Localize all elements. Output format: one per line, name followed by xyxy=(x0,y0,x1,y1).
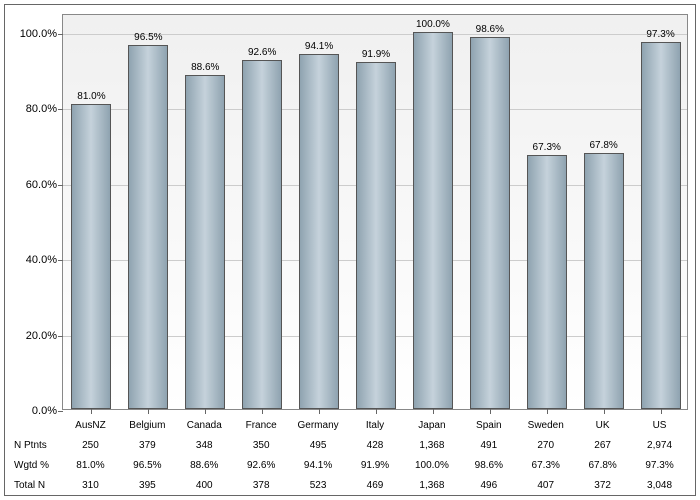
category-label: Spain xyxy=(476,420,502,431)
table-cell: 67.3% xyxy=(532,460,560,471)
table-cell: 92.6% xyxy=(247,460,275,471)
table-cell: 88.6% xyxy=(190,460,218,471)
bar: 92.6% xyxy=(242,60,282,409)
x-tick-mark xyxy=(319,409,320,414)
x-tick-mark xyxy=(490,409,491,414)
table-cell: 523 xyxy=(310,480,327,491)
bar-value-label: 92.6% xyxy=(248,47,276,61)
table-cell: 3,048 xyxy=(647,480,672,491)
y-tick-label: 100.0% xyxy=(20,28,63,40)
table-cell: 97.3% xyxy=(645,460,673,471)
bar: 98.6% xyxy=(470,37,510,409)
table-cell: 350 xyxy=(253,440,270,451)
table-cell: 469 xyxy=(367,480,384,491)
bar-value-label: 91.9% xyxy=(362,49,390,63)
table-cell: 400 xyxy=(196,480,213,491)
y-tick-mark xyxy=(58,185,63,186)
bar: 96.5% xyxy=(128,45,168,409)
table-cell: 270 xyxy=(537,440,554,451)
y-tick-mark xyxy=(58,260,63,261)
y-tick-mark xyxy=(58,34,63,35)
bar: 67.3% xyxy=(527,155,567,409)
bar-value-label: 100.0% xyxy=(416,19,450,33)
table-cell: 428 xyxy=(367,440,384,451)
table-cell: 81.0% xyxy=(76,460,104,471)
table-cell: 100.0% xyxy=(415,460,449,471)
bar: 94.1% xyxy=(299,54,339,409)
x-tick-mark xyxy=(604,409,605,414)
table-cell: 407 xyxy=(537,480,554,491)
bar-value-label: 88.6% xyxy=(191,62,219,76)
bar-value-label: 67.8% xyxy=(589,140,617,154)
y-tick-mark xyxy=(58,336,63,337)
category-label: Sweden xyxy=(528,420,564,431)
bar-value-label: 94.1% xyxy=(305,41,333,55)
table-cell: 67.8% xyxy=(588,460,616,471)
table-cell: 98.6% xyxy=(475,460,503,471)
x-tick-mark xyxy=(547,409,548,414)
bar-chart: 0.0%20.0%40.0%60.0%80.0%100.0%81.0%96.5%… xyxy=(0,0,700,500)
category-label: Germany xyxy=(298,420,339,431)
table-cell: 1,368 xyxy=(419,440,444,451)
bar: 88.6% xyxy=(185,75,225,409)
table-cell: 395 xyxy=(139,480,156,491)
table-cell: 1,368 xyxy=(419,480,444,491)
category-label: Italy xyxy=(366,420,384,431)
table-cell: 310 xyxy=(82,480,99,491)
table-row-label: N Ptnts xyxy=(14,440,47,451)
table-cell: 379 xyxy=(139,440,156,451)
bar-value-label: 98.6% xyxy=(476,24,504,38)
bar: 97.3% xyxy=(641,42,681,409)
table-cell: 372 xyxy=(594,480,611,491)
category-label: US xyxy=(653,420,667,431)
table-cell: 267 xyxy=(594,440,611,451)
table-cell: 2,974 xyxy=(647,440,672,451)
x-tick-mark xyxy=(376,409,377,414)
category-label: France xyxy=(246,420,277,431)
bar: 100.0% xyxy=(413,32,453,409)
category-label: Belgium xyxy=(129,420,165,431)
category-label: Japan xyxy=(418,420,445,431)
table-cell: 491 xyxy=(480,440,497,451)
bar-value-label: 81.0% xyxy=(77,91,105,105)
x-tick-mark xyxy=(148,409,149,414)
table-cell: 378 xyxy=(253,480,270,491)
x-tick-mark xyxy=(661,409,662,414)
table-cell: 348 xyxy=(196,440,213,451)
category-label: AusNZ xyxy=(75,420,106,431)
category-label: UK xyxy=(596,420,610,431)
bar: 91.9% xyxy=(356,62,396,409)
x-tick-mark xyxy=(433,409,434,414)
table-cell: 496 xyxy=(480,480,497,491)
bar-value-label: 97.3% xyxy=(646,29,674,43)
table-row-label: Wgtd % xyxy=(14,460,49,471)
bar: 67.8% xyxy=(584,153,624,409)
y-tick-mark xyxy=(58,411,63,412)
bar-value-label: 67.3% xyxy=(533,142,561,156)
plot-area: 0.0%20.0%40.0%60.0%80.0%100.0%81.0%96.5%… xyxy=(62,14,688,410)
category-label: Canada xyxy=(187,420,222,431)
table-cell: 250 xyxy=(82,440,99,451)
y-tick-mark xyxy=(58,109,63,110)
table-cell: 96.5% xyxy=(133,460,161,471)
x-tick-mark xyxy=(205,409,206,414)
x-tick-mark xyxy=(262,409,263,414)
table-cell: 94.1% xyxy=(304,460,332,471)
bar-value-label: 96.5% xyxy=(134,32,162,46)
table-cell: 91.9% xyxy=(361,460,389,471)
table-row-label: Total N xyxy=(14,480,45,491)
table-cell: 495 xyxy=(310,440,327,451)
x-tick-mark xyxy=(91,409,92,414)
bar: 81.0% xyxy=(71,104,111,409)
